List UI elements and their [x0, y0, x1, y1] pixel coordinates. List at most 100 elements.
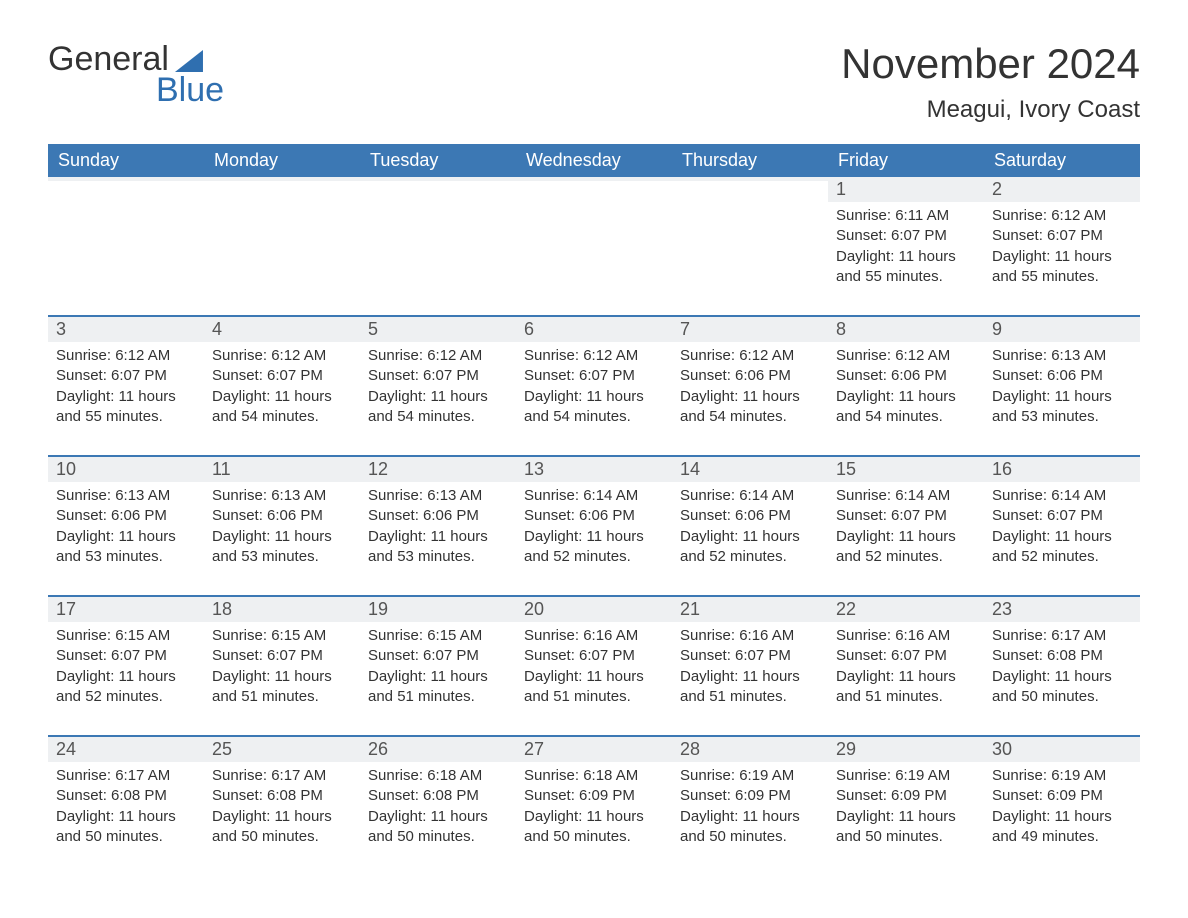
sunrise-text: Sunrise: 6:12 AM: [680, 346, 820, 366]
day-details: [360, 181, 516, 281]
sunrise-text: Sunrise: 6:14 AM: [836, 486, 976, 506]
sunrise-text: Sunrise: 6:13 AM: [368, 486, 508, 506]
day-details: Sunrise: 6:14 AMSunset: 6:06 PMDaylight:…: [516, 482, 672, 595]
day-details: Sunrise: 6:17 AMSunset: 6:08 PMDaylight:…: [984, 622, 1140, 735]
sunset-text: Sunset: 6:07 PM: [836, 506, 976, 526]
sunrise-text: Sunrise: 6:19 AM: [680, 766, 820, 786]
day-details: Sunrise: 6:19 AMSunset: 6:09 PMDaylight:…: [984, 762, 1140, 875]
calendar-day-cell: 14Sunrise: 6:14 AMSunset: 6:06 PMDayligh…: [672, 455, 828, 595]
sunset-text: Sunset: 6:06 PM: [992, 366, 1132, 386]
sunrise-text: Sunrise: 6:12 AM: [56, 346, 196, 366]
sunset-text: Sunset: 6:08 PM: [368, 786, 508, 806]
day-details: Sunrise: 6:12 AMSunset: 6:07 PMDaylight:…: [48, 342, 204, 455]
calendar-day-cell: [360, 177, 516, 315]
day-details: Sunrise: 6:12 AMSunset: 6:07 PMDaylight:…: [516, 342, 672, 455]
day-number: 26: [360, 735, 516, 762]
sunset-text: Sunset: 6:08 PM: [992, 646, 1132, 666]
daylight-text: Daylight: 11 hours and 55 minutes.: [836, 247, 976, 288]
brand-word2: Blue: [156, 71, 224, 110]
sunset-text: Sunset: 6:07 PM: [992, 506, 1132, 526]
day-number: 14: [672, 455, 828, 482]
day-number: 11: [204, 455, 360, 482]
day-number: 29: [828, 735, 984, 762]
day-number: 27: [516, 735, 672, 762]
daylight-text: Daylight: 11 hours and 50 minutes.: [56, 807, 196, 848]
sunset-text: Sunset: 6:06 PM: [56, 506, 196, 526]
calendar-day-cell: [204, 177, 360, 315]
sunset-text: Sunset: 6:06 PM: [680, 506, 820, 526]
calendar-day-cell: 26Sunrise: 6:18 AMSunset: 6:08 PMDayligh…: [360, 735, 516, 875]
day-number: 12: [360, 455, 516, 482]
daylight-text: Daylight: 11 hours and 51 minutes.: [836, 667, 976, 708]
sunset-text: Sunset: 6:07 PM: [992, 226, 1132, 246]
weekday-header: Wednesday: [516, 144, 672, 177]
day-number: 3: [48, 315, 204, 342]
weekday-header: Thursday: [672, 144, 828, 177]
daylight-text: Daylight: 11 hours and 54 minutes.: [524, 387, 664, 428]
sunrise-text: Sunrise: 6:12 AM: [368, 346, 508, 366]
calendar-day-cell: [48, 177, 204, 315]
day-number: 30: [984, 735, 1140, 762]
calendar-week-row: 24Sunrise: 6:17 AMSunset: 6:08 PMDayligh…: [48, 735, 1140, 875]
sunset-text: Sunset: 6:06 PM: [836, 366, 976, 386]
title-block: November 2024 Meagui, Ivory Coast: [841, 40, 1140, 124]
sunrise-text: Sunrise: 6:16 AM: [524, 626, 664, 646]
day-number: 28: [672, 735, 828, 762]
daylight-text: Daylight: 11 hours and 53 minutes.: [212, 527, 352, 568]
daylight-text: Daylight: 11 hours and 51 minutes.: [368, 667, 508, 708]
calendar-day-cell: 25Sunrise: 6:17 AMSunset: 6:08 PMDayligh…: [204, 735, 360, 875]
day-details: Sunrise: 6:18 AMSunset: 6:08 PMDaylight:…: [360, 762, 516, 875]
calendar-day-cell: 13Sunrise: 6:14 AMSunset: 6:06 PMDayligh…: [516, 455, 672, 595]
sunrise-text: Sunrise: 6:17 AM: [212, 766, 352, 786]
daylight-text: Daylight: 11 hours and 54 minutes.: [836, 387, 976, 428]
day-number: 22: [828, 595, 984, 622]
day-details: [516, 181, 672, 281]
calendar-day-cell: 3Sunrise: 6:12 AMSunset: 6:07 PMDaylight…: [48, 315, 204, 455]
day-number: 16: [984, 455, 1140, 482]
day-details: Sunrise: 6:16 AMSunset: 6:07 PMDaylight:…: [672, 622, 828, 735]
day-number: 17: [48, 595, 204, 622]
calendar-day-cell: 6Sunrise: 6:12 AMSunset: 6:07 PMDaylight…: [516, 315, 672, 455]
sunrise-text: Sunrise: 6:13 AM: [56, 486, 196, 506]
calendar-day-cell: 17Sunrise: 6:15 AMSunset: 6:07 PMDayligh…: [48, 595, 204, 735]
sunrise-text: Sunrise: 6:16 AM: [680, 626, 820, 646]
day-number: 15: [828, 455, 984, 482]
day-number: 18: [204, 595, 360, 622]
daylight-text: Daylight: 11 hours and 50 minutes.: [212, 807, 352, 848]
day-number: 4: [204, 315, 360, 342]
day-number: 23: [984, 595, 1140, 622]
day-details: Sunrise: 6:14 AMSunset: 6:07 PMDaylight:…: [828, 482, 984, 595]
sunrise-text: Sunrise: 6:18 AM: [368, 766, 508, 786]
daylight-text: Daylight: 11 hours and 54 minutes.: [680, 387, 820, 428]
calendar-day-cell: 1Sunrise: 6:11 AMSunset: 6:07 PMDaylight…: [828, 177, 984, 315]
day-number: 5: [360, 315, 516, 342]
day-details: Sunrise: 6:15 AMSunset: 6:07 PMDaylight:…: [48, 622, 204, 735]
daylight-text: Daylight: 11 hours and 49 minutes.: [992, 807, 1132, 848]
location-label: Meagui, Ivory Coast: [841, 96, 1140, 124]
daylight-text: Daylight: 11 hours and 52 minutes.: [524, 527, 664, 568]
daylight-text: Daylight: 11 hours and 53 minutes.: [992, 387, 1132, 428]
sunset-text: Sunset: 6:07 PM: [212, 646, 352, 666]
sunset-text: Sunset: 6:09 PM: [680, 786, 820, 806]
day-details: Sunrise: 6:13 AMSunset: 6:06 PMDaylight:…: [984, 342, 1140, 455]
sunrise-text: Sunrise: 6:13 AM: [992, 346, 1132, 366]
day-details: Sunrise: 6:12 AMSunset: 6:06 PMDaylight:…: [672, 342, 828, 455]
calendar-week-row: 3Sunrise: 6:12 AMSunset: 6:07 PMDaylight…: [48, 315, 1140, 455]
calendar-day-cell: [672, 177, 828, 315]
daylight-text: Daylight: 11 hours and 51 minutes.: [212, 667, 352, 708]
daylight-text: Daylight: 11 hours and 52 minutes.: [56, 667, 196, 708]
sunrise-text: Sunrise: 6:14 AM: [992, 486, 1132, 506]
weekday-header-row: Sunday Monday Tuesday Wednesday Thursday…: [48, 144, 1140, 177]
day-details: Sunrise: 6:15 AMSunset: 6:07 PMDaylight:…: [360, 622, 516, 735]
day-number: 25: [204, 735, 360, 762]
calendar-day-cell: 8Sunrise: 6:12 AMSunset: 6:06 PMDaylight…: [828, 315, 984, 455]
calendar-day-cell: 28Sunrise: 6:19 AMSunset: 6:09 PMDayligh…: [672, 735, 828, 875]
daylight-text: Daylight: 11 hours and 54 minutes.: [368, 387, 508, 428]
sunset-text: Sunset: 6:06 PM: [524, 506, 664, 526]
sunset-text: Sunset: 6:07 PM: [524, 366, 664, 386]
sunrise-text: Sunrise: 6:12 AM: [212, 346, 352, 366]
day-number: 8: [828, 315, 984, 342]
sunset-text: Sunset: 6:07 PM: [368, 646, 508, 666]
calendar-day-cell: 27Sunrise: 6:18 AMSunset: 6:09 PMDayligh…: [516, 735, 672, 875]
day-number: 6: [516, 315, 672, 342]
